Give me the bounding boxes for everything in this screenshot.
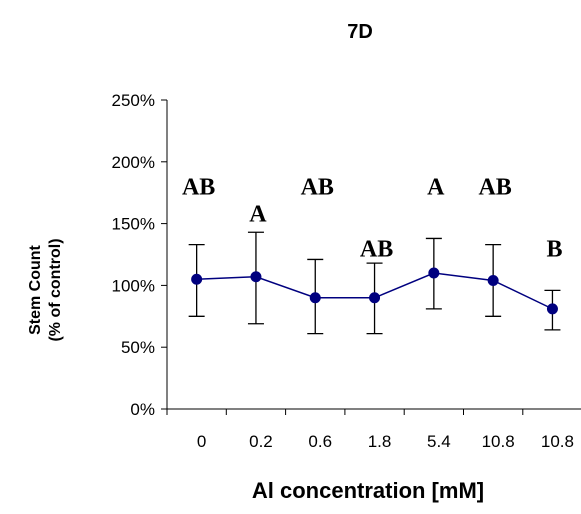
data-point	[309, 292, 321, 304]
data-point	[191, 273, 203, 285]
y-axis: 0% 50% 100% 150% 200% 250%	[112, 91, 168, 419]
y-axis-label-line-2: (% of control)	[47, 238, 64, 341]
annotations: AB A AB AB A AB B	[182, 175, 562, 263]
significance-label: AB	[182, 175, 215, 201]
x-tick-label: 5.4	[427, 432, 451, 451]
significance-label: A	[249, 202, 267, 228]
y-tick-label: 100%	[112, 276, 155, 295]
x-axis-label: Al concentration [mM]	[252, 478, 484, 503]
y-tick-label: 200%	[112, 153, 155, 172]
significance-label: AB	[360, 236, 393, 262]
chart-title: 7D	[347, 21, 373, 43]
y-axis-label: Stem Count (% of control)	[27, 238, 64, 341]
data-point	[250, 271, 262, 283]
y-axis-label-line-1: Stem Count	[27, 244, 44, 334]
x-tick-label: 10.8	[482, 432, 515, 451]
data-point	[487, 274, 499, 286]
data-points	[191, 267, 558, 315]
x-axis: 0 0.2 0.6 1.8 5.4 10.8 10.8	[166, 408, 581, 451]
y-tick-label: 0%	[130, 400, 155, 419]
y-tick-label: 250%	[112, 91, 155, 110]
y-tick-label: 50%	[121, 338, 155, 357]
x-tick-label: 0.2	[249, 432, 273, 451]
significance-label: B	[546, 236, 562, 262]
data-point	[546, 303, 558, 315]
significance-label: AB	[478, 175, 511, 201]
x-tick-label: 0.6	[308, 432, 332, 451]
x-tick-label: 0	[197, 432, 206, 451]
significance-label: A	[427, 175, 445, 201]
x-tick-label: 10.8	[541, 432, 574, 451]
y-tick-label: 150%	[112, 215, 155, 234]
data-point	[369, 292, 381, 304]
data-point	[428, 267, 440, 279]
x-tick-label: 1.8	[368, 432, 392, 451]
significance-label: AB	[301, 175, 334, 201]
